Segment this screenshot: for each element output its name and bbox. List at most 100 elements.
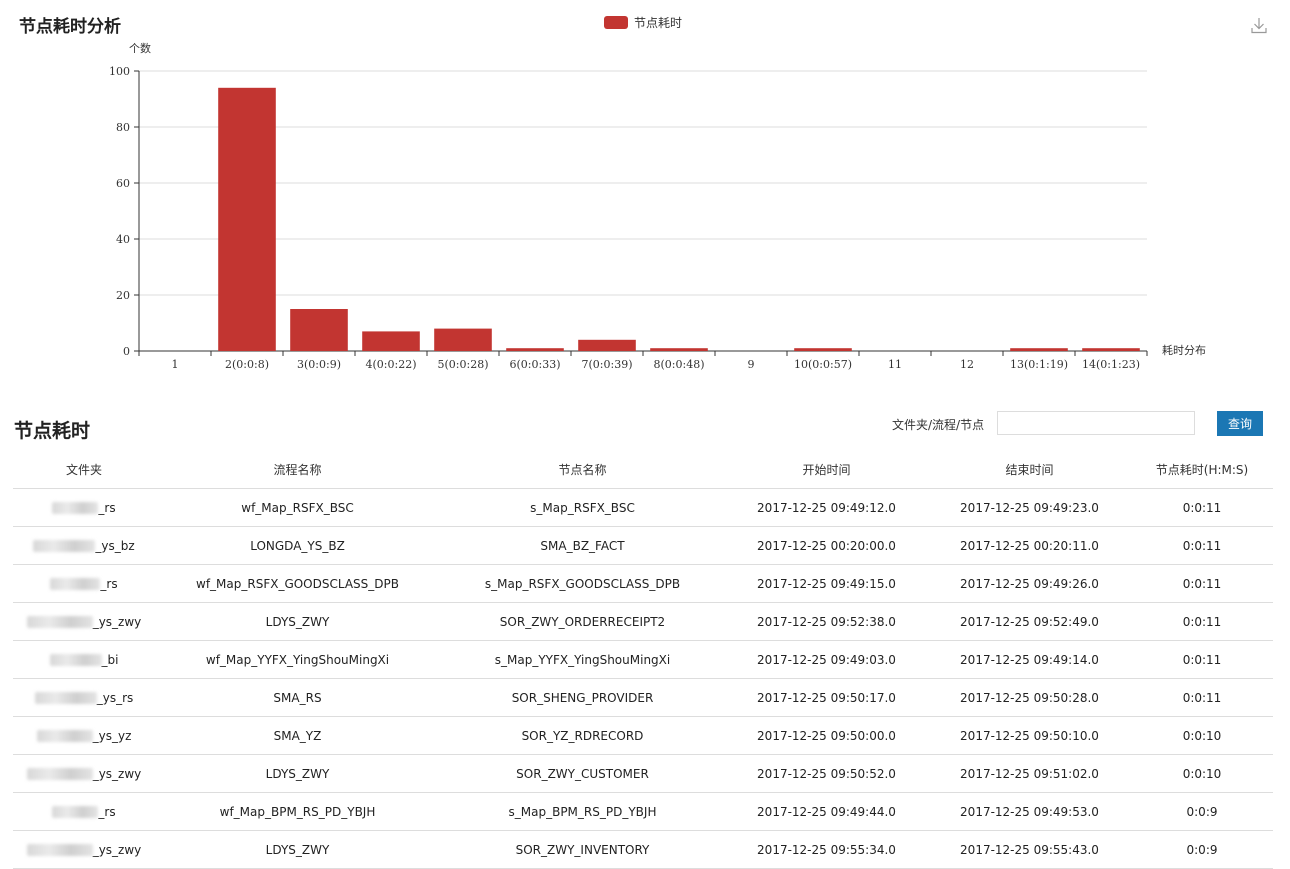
redacted-text	[49, 654, 102, 666]
cell-folder: _ys_zwy	[13, 602, 155, 641]
folder-suffix: _ys_yz	[92, 728, 132, 743]
cell-end: 2017-12-25 09:52:49.0	[928, 602, 1131, 641]
download-icon[interactable]	[1251, 17, 1267, 34]
cell-folder: _ys_bz	[13, 526, 155, 565]
cell-duration: 0:0:11	[1131, 526, 1273, 565]
x-tick-label: 14(0:1:23)	[1082, 358, 1140, 371]
bar[interactable]	[506, 348, 564, 351]
bar[interactable]	[218, 87, 276, 352]
redacted-text	[26, 844, 93, 856]
folder-suffix: _ys_bz	[95, 538, 135, 553]
legend-swatch	[604, 16, 628, 29]
redacted-text	[26, 616, 93, 628]
cell-start: 2017-12-25 09:49:44.0	[725, 792, 928, 831]
column-header-flow[interactable]: 流程名称	[155, 451, 440, 489]
bar[interactable]	[362, 331, 420, 351]
node-duration-table: 文件夹 流程名称 节点名称 开始时间 结束时间 节点耗时(H:M:S) _rs w…	[13, 451, 1273, 869]
y-axis-title: 个数	[129, 42, 151, 55]
y-tick-label: 100	[109, 65, 130, 78]
redacted-text	[52, 502, 99, 514]
column-header-start[interactable]: 开始时间	[725, 451, 928, 489]
cell-node: s_Map_RSFX_BSC	[440, 488, 725, 527]
column-header-duration[interactable]: 节点耗时(H:M:S)	[1131, 451, 1273, 489]
bar[interactable]	[290, 309, 348, 351]
cell-folder: _ys_rs	[13, 678, 155, 717]
bar[interactable]	[1010, 348, 1068, 351]
cell-folder: _ys_yz	[13, 716, 155, 755]
column-header-node[interactable]: 节点名称	[440, 451, 725, 489]
search-input[interactable]	[997, 411, 1195, 435]
cell-node: SMA_BZ_FACT	[440, 526, 725, 565]
redacted-text	[36, 730, 93, 742]
column-header-folder[interactable]: 文件夹	[13, 451, 155, 489]
cell-flow: SMA_YZ	[155, 716, 440, 755]
bar[interactable]	[650, 348, 708, 351]
bar[interactable]	[1082, 348, 1140, 351]
folder-suffix: _ys_zwy	[92, 614, 142, 629]
cell-start: 2017-12-25 09:55:34.0	[725, 830, 928, 869]
x-tick-label: 2(0:0:8)	[225, 358, 269, 371]
cell-start: 2017-12-25 09:49:15.0	[725, 564, 928, 603]
cell-flow: SMA_RS	[155, 678, 440, 717]
bar[interactable]	[578, 339, 636, 351]
cell-end: 2017-12-25 09:49:26.0	[928, 564, 1131, 603]
cell-duration: 0:0:11	[1131, 678, 1273, 717]
cell-duration: 0:0:10	[1131, 716, 1273, 755]
redacted-text	[26, 768, 93, 780]
cell-start: 2017-12-25 09:50:17.0	[725, 678, 928, 717]
column-header-end[interactable]: 结束时间	[928, 451, 1131, 489]
cell-flow: wf_Map_BPM_RS_PD_YBJH	[155, 792, 440, 831]
cell-end: 2017-12-25 00:20:11.0	[928, 526, 1131, 565]
search-label: 文件夹/流程/节点	[892, 418, 985, 432]
cell-flow: wf_Map_YYFX_YingShouMingXi	[155, 640, 440, 679]
table-row[interactable]: _ys_zwy LDYS_ZWY SOR_ZWY_CUSTOMER 2017-12-2…	[13, 754, 1273, 793]
bar[interactable]	[794, 348, 852, 351]
bar[interactable]	[434, 328, 492, 351]
cell-end: 2017-12-25 09:50:28.0	[928, 678, 1131, 717]
cell-folder: _bi	[13, 640, 155, 679]
cell-flow: LDYS_ZWY	[155, 830, 440, 869]
cell-node: SOR_ZWY_INVENTORY	[440, 830, 725, 869]
y-tick-label: 40	[116, 233, 130, 246]
cell-folder: _rs	[13, 488, 155, 527]
x-tick-label: 9	[748, 358, 755, 371]
cell-node: SOR_ZWY_ORDERRECEIPT2	[440, 602, 725, 641]
folder-suffix: _ys_rs	[96, 690, 134, 705]
chart-legend[interactable]: 节点耗时	[604, 14, 682, 31]
cell-folder: _ys_zwy	[13, 754, 155, 793]
table-row[interactable]: _rs wf_Map_BPM_RS_PD_YBJH s_Map_BPM_RS_PD_…	[13, 792, 1273, 831]
cell-start: 2017-12-25 09:49:03.0	[725, 640, 928, 679]
cell-end: 2017-12-25 09:49:23.0	[928, 488, 1131, 527]
table-row[interactable]: _rs wf_Map_RSFX_GOODSCLASS_DPB s_Map_RSFX_…	[13, 564, 1273, 603]
redacted-text	[33, 540, 96, 552]
cell-start: 2017-12-25 00:20:00.0	[725, 526, 928, 565]
cell-duration: 0:0:11	[1131, 602, 1273, 641]
cell-duration: 0:0:10	[1131, 754, 1273, 793]
y-tick-label: 60	[116, 177, 130, 190]
x-tick-label: 10(0:0:57)	[794, 358, 852, 371]
cell-node: SOR_ZWY_CUSTOMER	[440, 754, 725, 793]
table-row[interactable]: _ys_zwy LDYS_ZWY SOR_ZWY_ORDERRECEIPT2 2017…	[13, 602, 1273, 641]
table-row[interactable]: _ys_yz SMA_YZ SOR_YZ_RDRECORD 2017-12-25 09…	[13, 716, 1273, 755]
cell-node: SOR_SHENG_PROVIDER	[440, 678, 725, 717]
cell-start: 2017-12-25 09:49:12.0	[725, 488, 928, 527]
x-tick-label: 8(0:0:48)	[654, 358, 705, 371]
folder-suffix: _rs	[98, 804, 116, 819]
table-row[interactable]: _ys_rs SMA_RS SOR_SHENG_PROVIDER 2017-12-25…	[13, 678, 1273, 717]
cell-start: 2017-12-25 09:52:38.0	[725, 602, 928, 641]
x-tick-label: 11	[888, 358, 902, 371]
table-header-row: 文件夹 流程名称 节点名称 开始时间 结束时间 节点耗时(H:M:S)	[13, 451, 1273, 489]
cell-end: 2017-12-25 09:51:02.0	[928, 754, 1131, 793]
x-tick-label: 5(0:0:28)	[438, 358, 489, 371]
query-button[interactable]: 查询	[1217, 411, 1263, 436]
table-row[interactable]: _ys_bz LONGDA_YS_BZ SMA_BZ_FACT 2017-12-25 …	[13, 526, 1273, 565]
cell-duration: 0:0:11	[1131, 564, 1273, 603]
y-tick-label: 0	[123, 345, 130, 358]
table-row[interactable]: _bi wf_Map_YYFX_YingShouMingXi s_Map_YYFX_…	[13, 640, 1273, 679]
table-section-title: 节点耗时	[14, 420, 91, 442]
cell-folder: _ys_zwy	[13, 830, 155, 869]
table-row[interactable]: _rs wf_Map_RSFX_BSC s_Map_RSFX_BSC 2017-12-…	[13, 488, 1273, 527]
cell-flow: LDYS_ZWY	[155, 602, 440, 641]
x-tick-label: 12	[960, 358, 974, 371]
table-row[interactable]: _ys_zwy LDYS_ZWY SOR_ZWY_INVENTORY 2017-12-…	[13, 830, 1273, 869]
